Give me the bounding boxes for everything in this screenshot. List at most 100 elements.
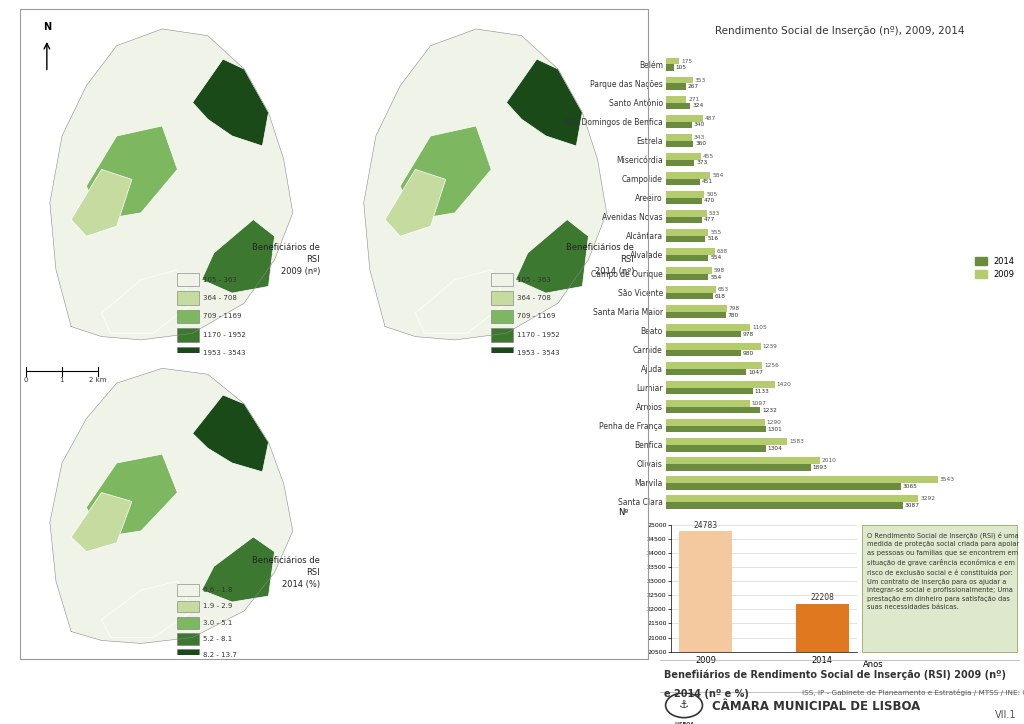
Bar — [666, 198, 701, 204]
Text: 353: 353 — [694, 77, 706, 83]
Bar — [666, 134, 692, 140]
Bar — [666, 463, 811, 471]
Polygon shape — [86, 454, 177, 537]
Text: 1232: 1232 — [762, 408, 777, 413]
Polygon shape — [507, 59, 583, 146]
Text: 584: 584 — [713, 172, 724, 177]
Bar — [666, 292, 713, 300]
Text: 1170 - 1952: 1170 - 1952 — [517, 332, 560, 338]
Bar — [666, 407, 760, 413]
Text: 105: 105 — [676, 65, 687, 70]
Bar — [666, 502, 903, 508]
Text: 343: 343 — [694, 135, 706, 140]
Bar — [177, 584, 199, 596]
Text: 638: 638 — [717, 248, 728, 253]
Text: 3543: 3543 — [940, 477, 954, 481]
Bar — [666, 266, 712, 274]
Text: 1097: 1097 — [752, 400, 767, 405]
Bar — [862, 549, 878, 572]
Bar — [666, 216, 702, 224]
Bar — [666, 311, 725, 319]
Text: LISBOA: LISBOA — [674, 722, 694, 724]
Bar — [666, 350, 741, 356]
Bar — [666, 418, 765, 426]
Bar — [666, 381, 775, 387]
Bar — [666, 255, 709, 261]
Text: 477: 477 — [705, 217, 716, 222]
Bar — [177, 633, 199, 645]
Text: 653: 653 — [718, 287, 729, 292]
Polygon shape — [416, 270, 507, 333]
Text: 8.2 - 13.7: 8.2 - 13.7 — [203, 652, 238, 658]
Text: 709 - 1169: 709 - 1169 — [517, 313, 556, 319]
Bar — [666, 190, 705, 198]
Bar — [177, 273, 199, 287]
Polygon shape — [515, 219, 589, 293]
Text: 1301: 1301 — [767, 426, 782, 432]
Bar — [666, 122, 692, 128]
Text: 105 - 363: 105 - 363 — [203, 277, 238, 282]
Polygon shape — [400, 126, 492, 219]
Text: 798: 798 — [729, 306, 740, 311]
Polygon shape — [193, 395, 268, 472]
Text: 1953 - 3543: 1953 - 3543 — [517, 350, 560, 356]
Polygon shape — [385, 169, 445, 236]
Text: 487: 487 — [705, 116, 716, 121]
Text: 455: 455 — [702, 153, 714, 159]
Bar — [177, 310, 199, 323]
Text: 1170 - 1952: 1170 - 1952 — [203, 332, 246, 338]
Bar — [666, 369, 746, 376]
Polygon shape — [86, 126, 177, 219]
Bar — [666, 229, 709, 235]
Bar — [666, 159, 694, 167]
Text: Nº: Nº — [618, 508, 629, 517]
Bar — [666, 153, 700, 159]
Bar — [177, 347, 199, 360]
Bar — [679, 531, 732, 724]
Bar — [666, 362, 762, 369]
Bar — [666, 400, 750, 407]
Text: 175: 175 — [681, 59, 692, 64]
Polygon shape — [202, 219, 274, 293]
Text: 1105: 1105 — [753, 324, 767, 329]
Text: O Rendimento Social de Inserção (RSI) é uma medida de proteção social criada par: O Rendimento Social de Inserção (RSI) é … — [867, 531, 1019, 610]
Bar — [177, 600, 199, 613]
Bar — [666, 286, 716, 292]
Bar — [666, 274, 709, 280]
Text: e 2014 (nº e %): e 2014 (nº e %) — [664, 689, 749, 699]
Bar — [177, 649, 199, 661]
Text: 554: 554 — [710, 274, 721, 279]
Text: 373: 373 — [696, 161, 708, 166]
Text: 1420: 1420 — [776, 382, 792, 387]
Text: 271: 271 — [688, 96, 699, 101]
Text: 1290: 1290 — [767, 420, 781, 425]
Bar — [177, 328, 199, 342]
Polygon shape — [50, 29, 293, 340]
Text: 554: 554 — [710, 256, 721, 261]
Bar — [666, 331, 740, 337]
Text: 3.0 - 5.1: 3.0 - 5.1 — [203, 620, 232, 626]
Bar — [666, 58, 679, 64]
Text: 1239: 1239 — [763, 344, 777, 349]
Text: N: N — [43, 22, 51, 33]
Text: 5.2 - 8.1: 5.2 - 8.1 — [203, 636, 232, 642]
Text: 533: 533 — [709, 211, 720, 216]
Text: 1304: 1304 — [768, 445, 782, 450]
Bar — [666, 483, 901, 489]
Text: ISS, IP - Gabinete de Planeamento e Estratégia / MTSS / INE: Censos 2011: ISS, IP - Gabinete de Planeamento e Estr… — [802, 689, 1024, 696]
Text: RSI Lisboa: RSI Lisboa — [862, 529, 902, 538]
Polygon shape — [71, 169, 132, 236]
Bar — [666, 305, 727, 311]
Text: 364 - 708: 364 - 708 — [517, 295, 551, 301]
Text: 2010: 2010 — [822, 458, 837, 463]
Bar — [666, 103, 690, 109]
Bar — [492, 292, 513, 305]
Text: 364 - 708: 364 - 708 — [203, 295, 238, 301]
Bar — [666, 342, 761, 350]
Polygon shape — [50, 369, 293, 644]
Bar — [666, 114, 703, 122]
Text: 2 km: 2 km — [89, 377, 106, 383]
Bar — [666, 96, 686, 103]
Text: Beneficiários de
RSI
2014 (%): Beneficiários de RSI 2014 (%) — [252, 556, 321, 589]
Bar — [666, 172, 711, 179]
